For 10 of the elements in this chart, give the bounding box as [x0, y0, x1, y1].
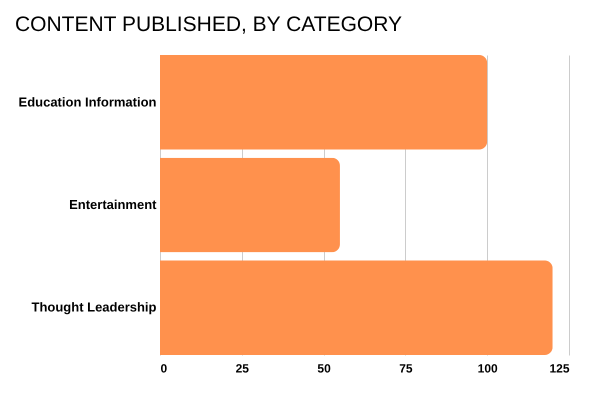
y-tick-label: Thought Leadership [32, 300, 157, 315]
x-tick-label: 125 [549, 362, 570, 376]
y-tick-label: Entertainment [69, 197, 158, 212]
y-tick-label: Education Information [18, 94, 157, 110]
x-tick-label: 50 [317, 362, 332, 376]
x-tick-label: 75 [399, 362, 413, 376]
x-tick-label: 25 [236, 362, 250, 376]
x-tick-label: 0 [160, 362, 168, 376]
x-tick-label: 100 [478, 362, 498, 376]
chart-title: CONTENT PUBLISHED, BY CATEGORY [15, 13, 402, 36]
